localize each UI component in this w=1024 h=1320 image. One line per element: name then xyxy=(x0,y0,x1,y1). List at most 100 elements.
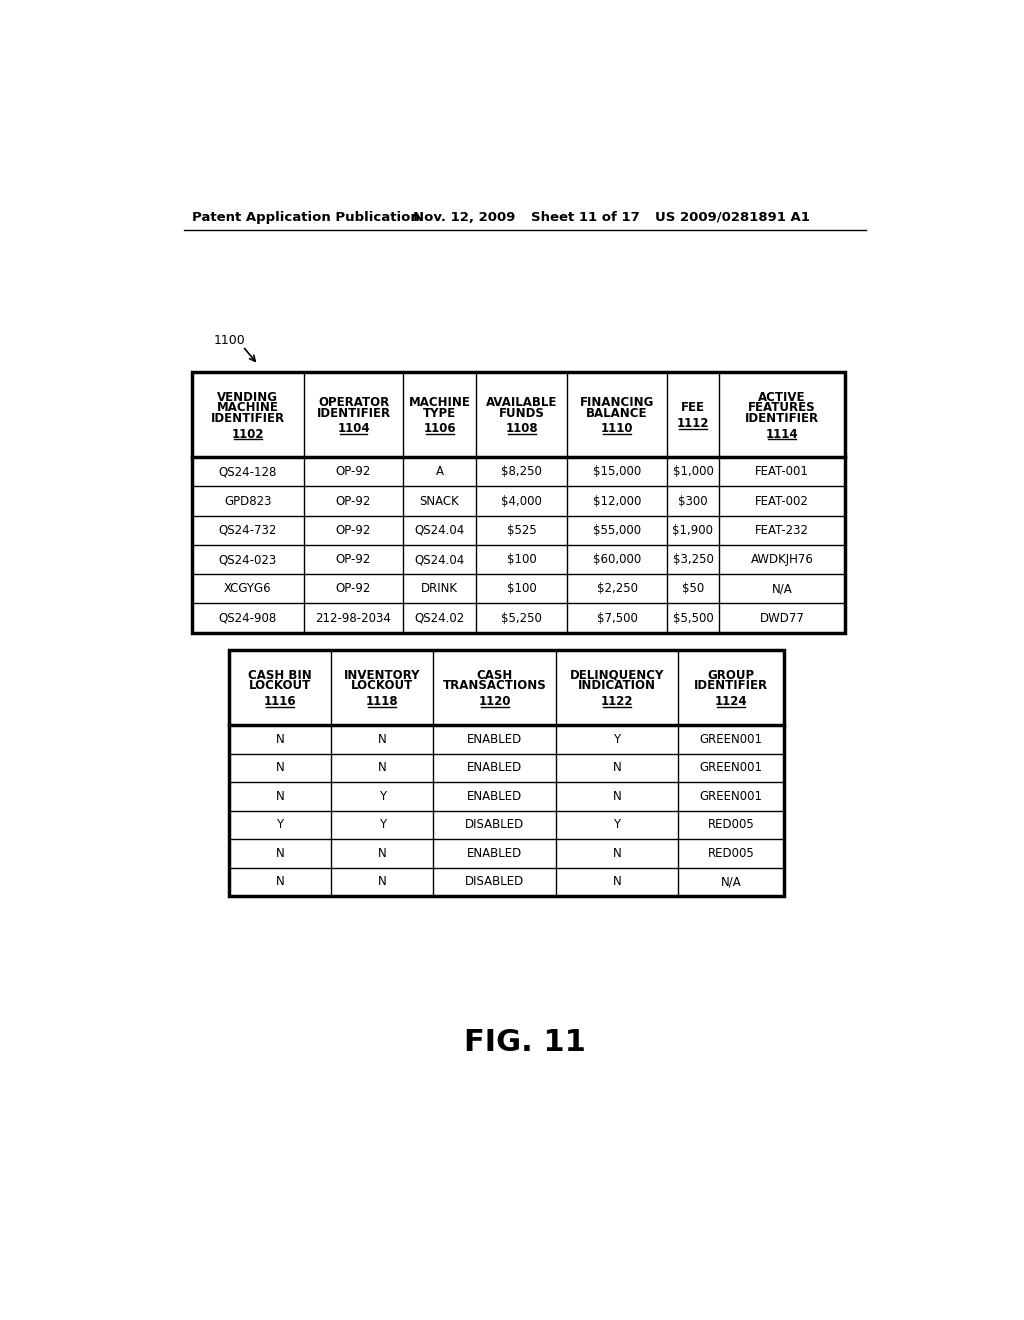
Text: $2,250: $2,250 xyxy=(597,582,638,595)
Text: FUNDS: FUNDS xyxy=(499,407,545,420)
Text: N: N xyxy=(275,875,285,888)
Text: ENABLED: ENABLED xyxy=(467,733,522,746)
Text: Y: Y xyxy=(379,789,386,803)
Text: 1106: 1106 xyxy=(423,422,456,436)
Text: OP-92: OP-92 xyxy=(336,553,372,566)
Text: 1100: 1100 xyxy=(213,334,245,347)
Text: Nov. 12, 2009: Nov. 12, 2009 xyxy=(414,211,515,224)
Text: FEAT-002: FEAT-002 xyxy=(755,495,809,508)
Text: 1104: 1104 xyxy=(337,422,370,436)
Text: $7,500: $7,500 xyxy=(597,611,638,624)
Text: Sheet 11 of 17: Sheet 11 of 17 xyxy=(531,211,640,224)
Text: $100: $100 xyxy=(507,553,537,566)
Text: IDENTIFIER: IDENTIFIER xyxy=(694,680,768,693)
Text: 1114: 1114 xyxy=(766,428,799,441)
Text: $5,250: $5,250 xyxy=(502,611,542,624)
Text: $50: $50 xyxy=(682,582,705,595)
Text: Y: Y xyxy=(613,733,621,746)
Text: 1110: 1110 xyxy=(601,422,633,436)
Text: ENABLED: ENABLED xyxy=(467,847,522,859)
Text: SNACK: SNACK xyxy=(420,495,460,508)
Text: 1118: 1118 xyxy=(366,694,398,708)
Text: N: N xyxy=(275,762,285,775)
Text: DWD77: DWD77 xyxy=(760,611,805,624)
Text: 1112: 1112 xyxy=(677,417,710,430)
Text: GREEN001: GREEN001 xyxy=(699,789,763,803)
Text: QS24-023: QS24-023 xyxy=(218,553,276,566)
Text: N: N xyxy=(275,847,285,859)
Text: 1122: 1122 xyxy=(601,694,633,708)
Text: Y: Y xyxy=(613,818,621,832)
Text: MACHINE: MACHINE xyxy=(409,396,470,409)
Text: $12,000: $12,000 xyxy=(593,495,641,508)
Text: 1108: 1108 xyxy=(506,422,538,436)
Text: DRINK: DRINK xyxy=(421,582,458,595)
Text: QS24.04: QS24.04 xyxy=(415,553,465,566)
Text: IDENTIFIER: IDENTIFIER xyxy=(316,407,390,420)
Text: Y: Y xyxy=(276,818,284,832)
Bar xyxy=(228,649,784,896)
Text: $525: $525 xyxy=(507,524,537,537)
Text: $5,500: $5,500 xyxy=(673,611,714,624)
Text: N: N xyxy=(612,762,622,775)
Text: MACHINE: MACHINE xyxy=(217,401,279,414)
Text: CASH: CASH xyxy=(476,668,513,681)
Text: AWDKJH76: AWDKJH76 xyxy=(751,553,813,566)
Text: $100: $100 xyxy=(507,582,537,595)
Text: FEE: FEE xyxy=(681,401,705,414)
Text: FINANCING: FINANCING xyxy=(580,396,654,409)
Text: FIG. 11: FIG. 11 xyxy=(464,1028,586,1057)
Text: 1116: 1116 xyxy=(263,694,296,708)
Text: DISABLED: DISABLED xyxy=(465,875,524,888)
Text: CASH BIN: CASH BIN xyxy=(248,668,311,681)
Text: TRANSACTIONS: TRANSACTIONS xyxy=(442,680,547,693)
Text: N: N xyxy=(378,733,387,746)
Text: N/A: N/A xyxy=(772,582,793,595)
Text: FEATURES: FEATURES xyxy=(749,401,816,414)
Text: OP-92: OP-92 xyxy=(336,465,372,478)
Text: OP-92: OP-92 xyxy=(336,524,372,537)
Text: A: A xyxy=(435,465,443,478)
Text: DELINQUENCY: DELINQUENCY xyxy=(569,668,665,681)
Text: N: N xyxy=(612,847,622,859)
Text: FEAT-001: FEAT-001 xyxy=(755,465,809,478)
Text: LOCKOUT: LOCKOUT xyxy=(351,680,414,693)
Text: $300: $300 xyxy=(678,495,708,508)
Text: TYPE: TYPE xyxy=(423,407,456,420)
Text: BALANCE: BALANCE xyxy=(587,407,648,420)
Text: 1124: 1124 xyxy=(715,694,748,708)
Text: $15,000: $15,000 xyxy=(593,465,641,478)
Text: RED005: RED005 xyxy=(708,847,755,859)
Text: DISABLED: DISABLED xyxy=(465,818,524,832)
Text: RED005: RED005 xyxy=(708,818,755,832)
Text: $1,900: $1,900 xyxy=(673,524,714,537)
Text: QS24.04: QS24.04 xyxy=(415,524,465,537)
Text: Patent Application Publication: Patent Application Publication xyxy=(191,211,419,224)
Bar xyxy=(191,372,845,632)
Text: $3,250: $3,250 xyxy=(673,553,714,566)
Text: GROUP: GROUP xyxy=(708,668,755,681)
Text: ENABLED: ENABLED xyxy=(467,789,522,803)
Text: N: N xyxy=(275,789,285,803)
Text: AVAILABLE: AVAILABLE xyxy=(486,396,557,409)
Text: 212-98-2034: 212-98-2034 xyxy=(315,611,391,624)
Text: N: N xyxy=(275,733,285,746)
Text: QS24-128: QS24-128 xyxy=(218,465,276,478)
Text: XCGYG6: XCGYG6 xyxy=(224,582,271,595)
Text: $55,000: $55,000 xyxy=(593,524,641,537)
Text: Y: Y xyxy=(379,818,386,832)
Text: GREEN001: GREEN001 xyxy=(699,733,763,746)
Text: INVENTORY: INVENTORY xyxy=(344,668,421,681)
Text: N: N xyxy=(378,875,387,888)
Text: VENDING: VENDING xyxy=(217,391,279,404)
Text: LOCKOUT: LOCKOUT xyxy=(249,680,311,693)
Text: 1102: 1102 xyxy=(231,428,264,441)
Text: N: N xyxy=(378,847,387,859)
Text: IDENTIFIER: IDENTIFIER xyxy=(211,412,285,425)
Text: ACTIVE: ACTIVE xyxy=(759,391,806,404)
Text: $1,000: $1,000 xyxy=(673,465,714,478)
Text: QS24.02: QS24.02 xyxy=(415,611,465,624)
Text: $60,000: $60,000 xyxy=(593,553,641,566)
Text: IDENTIFIER: IDENTIFIER xyxy=(745,412,819,425)
Text: OP-92: OP-92 xyxy=(336,582,372,595)
